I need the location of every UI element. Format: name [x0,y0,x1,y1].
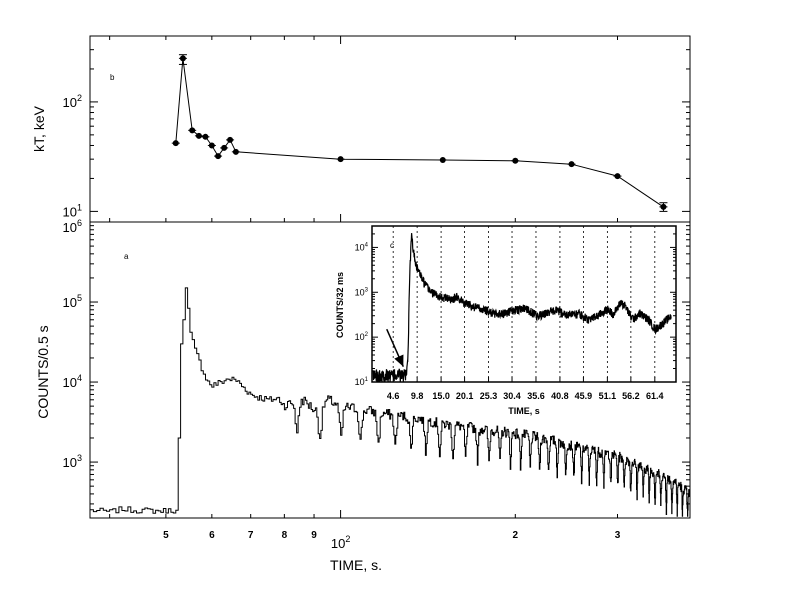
panel-b-y-axis-title: kT, keV [31,105,47,152]
panel-c-x-tick-labels: 4.6 9.8 15.0 20.1 25.3 30.4 35.6 40.8 45.9 51.1 56… [387,391,664,401]
panel-c-x-tick-label: 30.4 [503,391,521,401]
panel-c-y-tick-label: 102 [355,332,369,342]
panel-c-frame [371,225,677,383]
panel-a-x-tick-label: 6 [209,530,215,541]
panel-a-y-tick-label: 105 [63,293,82,310]
panel-a-y-tick-label: 106 [63,218,82,235]
panel-c-x-tick-label: 40.8 [551,391,569,401]
panel-a-x-tick-labels: 5 6 7 8 9 2 3 102 [163,530,621,551]
panel-c-x-tick-label: 45.9 [575,391,593,401]
panel-c-vertical-markers [392,226,656,382]
panel-c-light-curve [372,233,672,383]
panel-b-y-tick-labels: 101 102 [63,93,82,219]
panel-c-y-tick-label: 103 [355,287,369,297]
panel-b-letter: b [110,73,115,82]
panel-c-x-tick-label: 4.6 [387,391,400,401]
panel-c-arrow [386,328,405,367]
panel-a-x-tick-label: 9 [311,530,317,541]
panel-a-letter: a [124,252,129,261]
panel-c-x-tick-label: 20.1 [456,391,474,401]
panel-c-x-tick-label: 56.2 [622,391,640,401]
panel-c-y-axis-title: COUNTS/32 ms [335,272,345,338]
panel-c-y-tick-label: 101 [355,377,369,387]
panel-b-y-tick-label: 102 [63,93,82,110]
panel-a-counts-chart: 103 104 105 106 5 6 7 8 9 2 3 102 a COUNTS/0.5 s T… [35,218,691,573]
panel-a-y-tick-label: 103 [63,453,82,470]
panel-a-y-axis-title: COUNTS/0.5 s [35,325,51,418]
panel-a-y-tick-labels: 103 104 105 106 [63,218,82,470]
panel-b-y-tick-label: 101 [63,202,82,219]
panel-a-y-tick-label: 104 [63,373,82,390]
panel-c-arrow-head [394,354,404,367]
panel-b-series-line [175,58,664,208]
panel-c-x-tick-label: 61.4 [646,391,664,401]
panel-a-x-tick-label: 102 [331,534,350,551]
panel-c-x-axis-title: TIME, s [508,406,540,416]
panel-a-x-tick-label: 3 [615,530,621,541]
panel-c-y-tick-label: 104 [355,242,369,252]
panel-c-x-tick-label: 25.3 [480,391,498,401]
panel-a-x-tick-label: 2 [513,530,519,541]
panel-c-y-tick-labels: 101 102 103 104 [355,242,369,387]
panel-c-letter: c [390,241,394,250]
panel-c-x-tick-label: 51.1 [599,391,617,401]
panel-a-light-curve [90,287,691,517]
panel-a-x-tick-label: 8 [282,530,288,541]
panel-c-x-tick-label: 9.8 [411,391,424,401]
panel-b-points [171,54,668,212]
panel-c-ticks [372,225,676,383]
panel-a-x-tick-label: 7 [248,530,254,541]
panel-a-x-axis-title: TIME, s. [330,557,382,573]
panel-a-frame [89,221,691,519]
panel-a-x-tick-label: 5 [163,530,169,541]
panel-b-ticks [90,35,691,222]
panel-c-x-tick-label: 35.6 [527,391,545,401]
panel-c-x-tick-label: 15.0 [432,391,450,401]
